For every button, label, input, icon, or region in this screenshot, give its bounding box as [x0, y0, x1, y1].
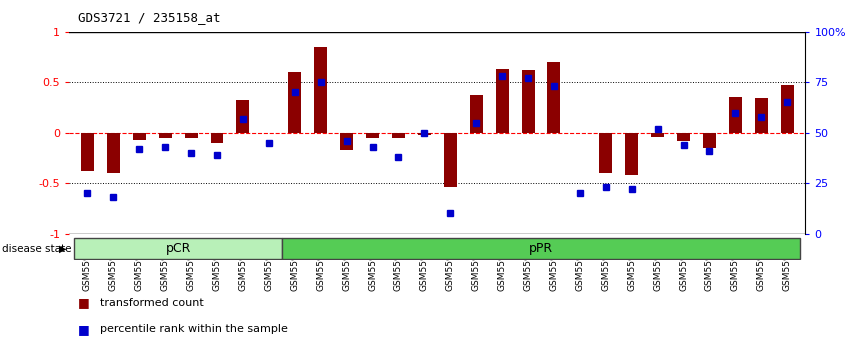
Bar [781, 85, 794, 133]
Bar [729, 97, 742, 133]
Bar [210, 133, 223, 143]
Bar [281, 238, 800, 259]
Text: pCR: pCR [165, 242, 191, 255]
Text: transformed count: transformed count [100, 298, 204, 308]
Bar [132, 133, 145, 140]
Text: ▶: ▶ [59, 244, 67, 254]
Bar [288, 72, 301, 133]
Bar [158, 133, 171, 138]
Text: pPR: pPR [529, 242, 553, 255]
Bar [547, 62, 560, 133]
Bar [469, 96, 482, 133]
Text: ■: ■ [78, 323, 90, 336]
Bar [236, 101, 249, 133]
Text: ■: ■ [78, 296, 90, 309]
Text: percentile rank within the sample: percentile rank within the sample [100, 324, 288, 334]
Bar [184, 133, 197, 138]
Bar [107, 133, 120, 173]
Bar [703, 133, 716, 148]
Bar [651, 133, 664, 137]
Bar [599, 133, 612, 173]
Bar [521, 70, 534, 133]
Bar [340, 133, 353, 150]
Bar [392, 133, 405, 138]
Bar [625, 133, 638, 175]
Bar [81, 133, 94, 171]
Bar [418, 133, 431, 135]
Bar [677, 133, 690, 141]
Bar [314, 47, 327, 133]
Bar [74, 238, 281, 259]
Text: disease state: disease state [2, 244, 71, 254]
Bar [443, 133, 456, 187]
Text: GDS3721 / 235158_at: GDS3721 / 235158_at [78, 11, 221, 24]
Bar [366, 133, 379, 138]
Bar [495, 69, 508, 133]
Bar [755, 98, 768, 133]
